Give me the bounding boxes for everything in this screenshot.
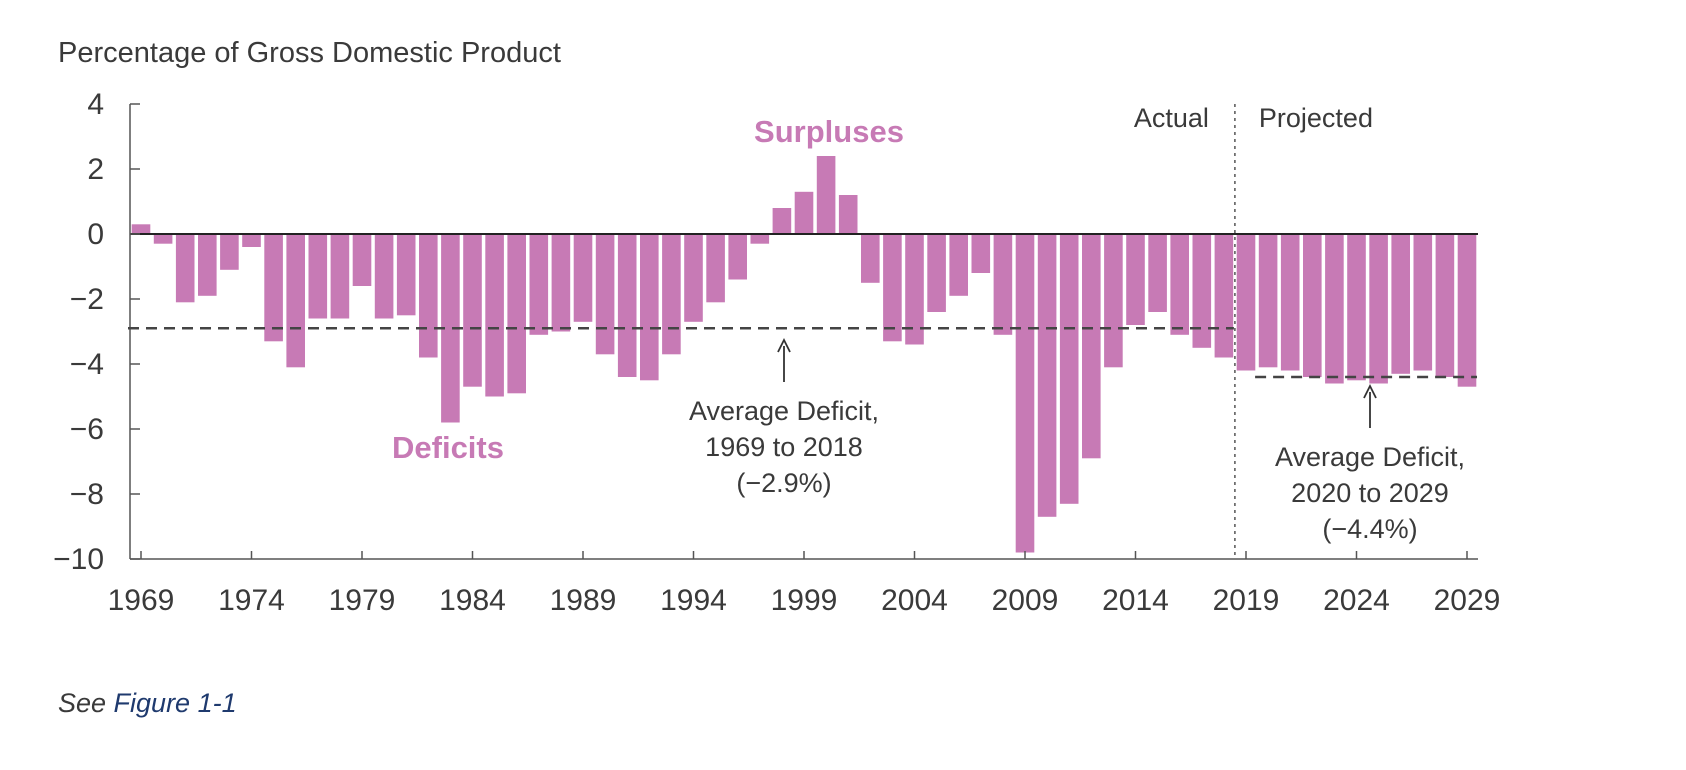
bar-1975 [264, 234, 283, 342]
x-tick-label: 1994 [660, 584, 727, 617]
bar-1969 [131, 224, 151, 235]
bar-2014 [1126, 234, 1145, 325]
bar-1974 [242, 234, 261, 247]
bar-1982 [419, 234, 438, 358]
bar-1998 [772, 208, 792, 234]
bar-2019 [1236, 234, 1256, 371]
bar-1983 [441, 234, 460, 423]
figure-reference-note: See Figure 1-1 [58, 688, 237, 719]
bar-1988 [551, 234, 571, 332]
average-label-2-line: 2020 to 2029 [1291, 478, 1449, 508]
bar-1976 [286, 234, 305, 368]
bar-2013 [1104, 234, 1123, 368]
bar-1996 [728, 234, 747, 280]
x-tick-label: 1979 [329, 584, 396, 617]
average-arrow-2-head [1363, 383, 1377, 399]
x-tick-label: 2019 [1213, 584, 1280, 617]
bar-2021 [1280, 234, 1300, 371]
see-text: See [58, 688, 114, 718]
average-label-2-line: (−4.4%) [1322, 514, 1417, 544]
x-tick-label: 1969 [108, 584, 175, 617]
bar-2029 [1457, 234, 1477, 387]
bar-2007 [971, 234, 991, 273]
bar-1980 [374, 234, 394, 319]
y-tick-label: 2 [87, 153, 104, 186]
surpluses-label: Surpluses [754, 114, 904, 149]
bar-1997 [750, 234, 770, 244]
bar-2024 [1347, 234, 1366, 381]
bar-2018 [1214, 234, 1234, 358]
x-tick-label: 1984 [439, 584, 506, 617]
x-tick-label: 2009 [992, 584, 1059, 617]
average-label-1-line: 1969 to 2018 [705, 432, 863, 462]
x-tick-label: 1974 [218, 584, 285, 617]
x-tick-label: 1989 [550, 584, 617, 617]
bar-2008 [993, 234, 1013, 335]
bar-2000 [816, 156, 836, 234]
bar-1977 [308, 234, 328, 319]
deficits-label: Deficits [392, 430, 504, 465]
average-arrow-1-head [777, 337, 791, 353]
x-tick-label: 2004 [881, 584, 948, 617]
y-tick-label: −4 [70, 348, 104, 381]
bar-1978 [330, 234, 350, 319]
actual-label: Actual [1134, 103, 1209, 133]
bar-1994 [684, 234, 703, 322]
bar-1970 [153, 234, 173, 244]
bar-1987 [529, 234, 549, 335]
bar-2009 [1015, 234, 1035, 553]
x-tick-label: 1999 [771, 584, 838, 617]
bar-2027 [1413, 234, 1433, 371]
y-tick-label: −2 [70, 283, 104, 316]
y-tick-label: 0 [87, 218, 104, 251]
bar-1995 [706, 234, 725, 303]
y-tick-label: 4 [87, 88, 104, 121]
bar-2012 [1082, 234, 1101, 459]
x-tick-label: 2024 [1323, 584, 1390, 617]
bar-1990 [595, 234, 615, 355]
y-tick-label: −6 [70, 413, 104, 446]
bar-2020 [1258, 234, 1278, 368]
bar-1979 [352, 234, 372, 286]
bar-1971 [175, 234, 195, 303]
bar-2022 [1303, 234, 1322, 377]
bar-2010 [1037, 234, 1057, 517]
figure-link[interactable]: Figure 1-1 [113, 688, 237, 718]
bar-1986 [507, 234, 526, 394]
bar-1985 [485, 234, 504, 397]
bar-2025 [1369, 234, 1388, 384]
bar-2026 [1391, 234, 1410, 374]
x-tick-label: 2029 [1434, 584, 1501, 617]
x-tick-label: 2014 [1102, 584, 1169, 617]
y-tick-label: −10 [53, 543, 104, 576]
bar-2001 [838, 195, 858, 234]
y-tick-label: −8 [70, 478, 104, 511]
bar-2002 [861, 234, 880, 283]
bar-1981 [396, 234, 416, 316]
bar-2011 [1059, 234, 1079, 504]
bar-1973 [220, 234, 239, 270]
bar-1989 [573, 234, 593, 322]
bar-2016 [1170, 234, 1189, 335]
bar-2005 [927, 234, 946, 312]
average-label-2-line: Average Deficit, [1275, 442, 1465, 472]
bar-1993 [662, 234, 681, 355]
average-label-1-line: (−2.9%) [736, 468, 831, 498]
bar-2015 [1148, 234, 1167, 312]
bar-2006 [949, 234, 968, 296]
bar-1972 [198, 234, 217, 296]
average-label-1-line: Average Deficit, [689, 396, 879, 426]
bar-2003 [883, 234, 902, 342]
bar-1984 [463, 234, 482, 387]
bar-1999 [794, 191, 814, 235]
bar-2004 [905, 234, 924, 345]
bar-2023 [1325, 234, 1344, 384]
bar-1992 [640, 234, 659, 381]
bar-2028 [1435, 234, 1455, 377]
bar-2017 [1192, 234, 1212, 348]
bar-1991 [617, 234, 637, 377]
y-axis-label: Percentage of Gross Domestic Product [58, 37, 561, 69]
projected-label: Projected [1259, 103, 1373, 133]
